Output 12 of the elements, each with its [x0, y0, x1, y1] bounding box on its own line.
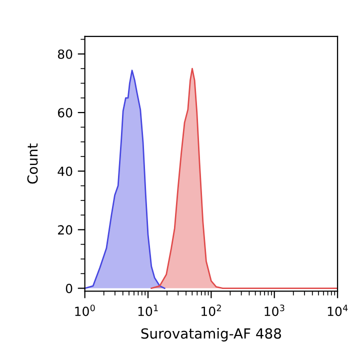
x-axis-title: Surovatamig-AF 488: [141, 328, 281, 342]
x-tick-label: 10$^{4}$: [328, 304, 348, 316]
y-axis-title: Count: [27, 144, 38, 184]
y-tick-label: 60: [58, 108, 72, 118]
x-tick-label: 10$^{2}$: [202, 304, 221, 316]
x-tick-label: 10$^{3}$: [264, 304, 284, 316]
y-tick-label: 0: [66, 284, 72, 294]
y-tick-label: 40: [58, 166, 72, 176]
x-tick-label: 10$^{1}$: [138, 304, 158, 316]
y-tick-label: 80: [58, 49, 72, 59]
y-tick-label: 20: [58, 225, 72, 235]
x-tick-label: 10$^{0}$: [75, 304, 95, 316]
